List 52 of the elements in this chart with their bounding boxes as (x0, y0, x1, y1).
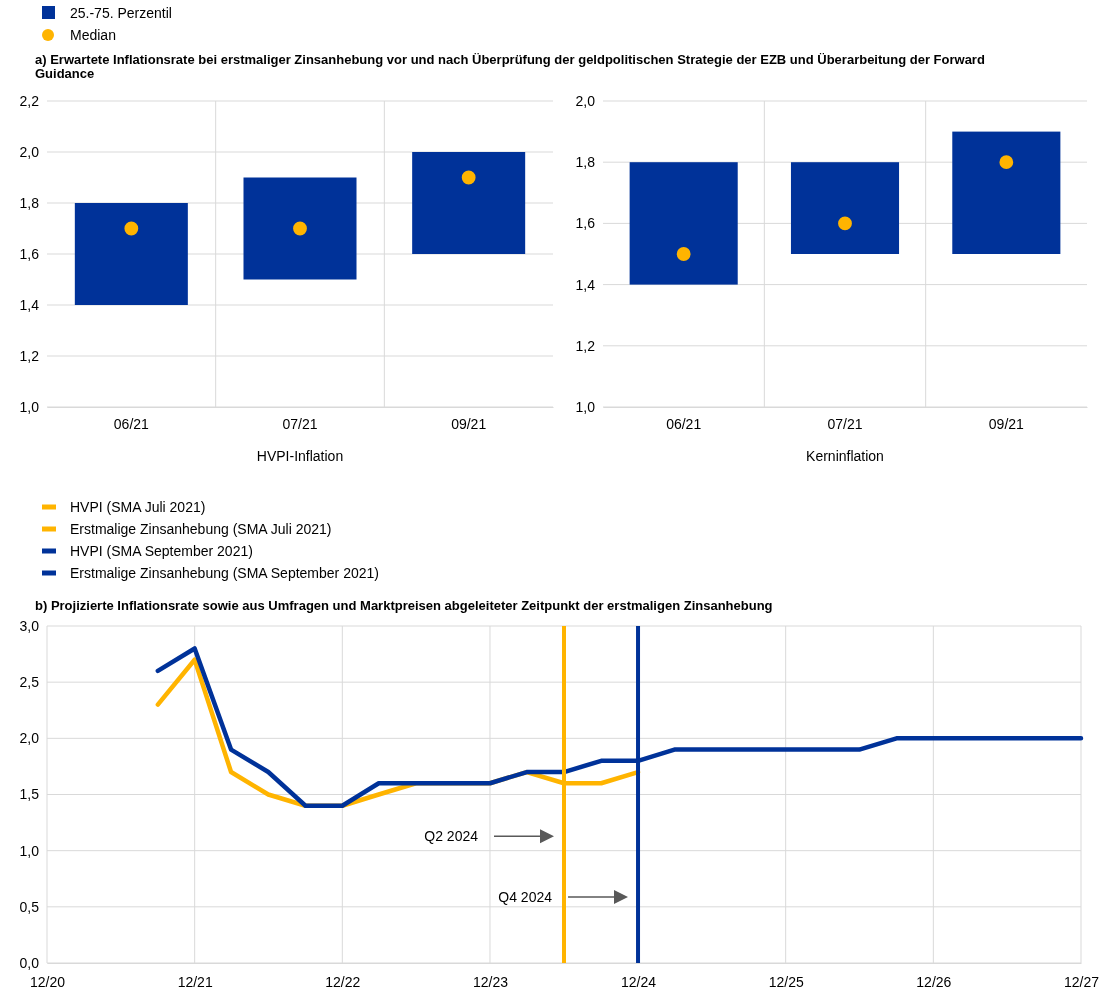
x-tick-label: 12/27 (1063, 973, 1100, 990)
y-tick-label: 1,4 (19, 296, 40, 313)
x-tick-label: 09/21 (451, 415, 487, 432)
bar (74, 203, 188, 305)
y-tick-label: 1,0 (19, 842, 40, 859)
x-tick-label: 12/21 (177, 973, 213, 990)
legend-label: HVPI (SMA Juli 2021) (70, 499, 206, 515)
x-tick-label: 12/26 (916, 973, 952, 990)
y-tick-label: 1,4 (575, 276, 596, 293)
x-tick-label: 12/22 (325, 973, 361, 990)
annotation: Q4 2024 (498, 889, 553, 906)
legend-label: Erstmalige Zinsanhebung (SMA September 2021) (70, 565, 379, 581)
x-axis-title: Kerninflation (806, 448, 884, 464)
annotation: Q2 2024 (424, 828, 479, 845)
legend-label: 25.-75. Perzentil (70, 5, 172, 21)
point (676, 247, 691, 261)
point (999, 155, 1014, 170)
y-tick-label: 1,0 (19, 398, 40, 415)
chart-title: a) Erwartete Inflationsrate bei erstmaliger Zinsanhebung vor und nach Überprüfung der geldpolitischen Strategie der EZB und Überarbeitung der Forward Guidance (35, 52, 985, 81)
y-tick-label: 1,0 (575, 398, 596, 415)
y-tick-label: 2,5 (19, 674, 40, 691)
y-tick-label: 1,6 (19, 245, 40, 262)
y-tick-label: 1,2 (19, 347, 40, 364)
point (838, 216, 852, 231)
legend-label: Erstmalige Zinsanhebung (SMA Juli 2021) (70, 521, 332, 537)
y-tick-label: 2,0 (575, 92, 596, 109)
x-tick-label: 07/21 (827, 415, 863, 432)
y-tick-label: 0,5 (19, 898, 40, 915)
y-tick-label: 1,6 (575, 215, 596, 232)
x-tick-label: 06/21 (666, 415, 702, 432)
legend-label: HVPI (SMA September 2021) (70, 543, 253, 559)
y-tick-label: 1,8 (575, 154, 596, 171)
x-tick-label: 12/20 (29, 973, 66, 990)
x-axis-title: HVPI-Inflation (256, 448, 344, 464)
y-tick-label: 0,0 (19, 954, 40, 971)
y-tick-label: 1,8 (19, 194, 40, 211)
x-tick-label: 12/24 (621, 973, 657, 990)
y-tick-label: 2,0 (19, 143, 40, 160)
bar (243, 177, 357, 280)
x-tick-label: 07/21 (282, 415, 318, 432)
chart-title: b) Projizierte Inflationsrate sowie aus Umfragen und Marktpreisen abgeleiteter Zeitpunkt der erstmaligen Zinsanhebung (35, 598, 773, 613)
y-tick-label: 2,2 (19, 92, 40, 109)
x-tick-label: 09/21 (988, 415, 1025, 432)
x-tick-label: 12/25 (768, 973, 804, 990)
x-tick-label: 12/23 (472, 973, 509, 990)
y-tick-label: 2,0 (19, 730, 40, 747)
y-tick-label: 1,5 (19, 786, 40, 803)
legend-label: Median (70, 27, 116, 43)
bar (412, 152, 526, 254)
x-tick-label: 06/21 (113, 415, 150, 432)
y-tick-label: 3,0 (19, 617, 40, 634)
y-tick-label: 1,2 (575, 337, 596, 354)
